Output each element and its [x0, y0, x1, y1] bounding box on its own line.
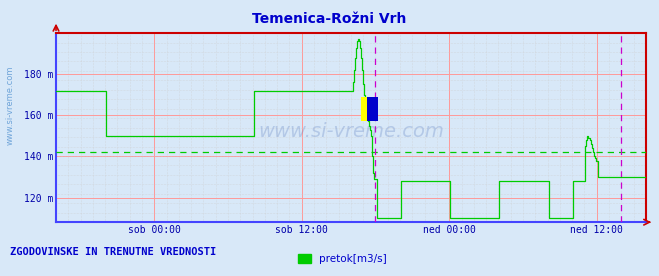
- Text: www.si-vreme.com: www.si-vreme.com: [5, 65, 14, 145]
- Bar: [361, 97, 376, 121]
- Bar: [367, 97, 378, 121]
- Text: ZGODOVINSKE IN TRENUTNE VREDNOSTI: ZGODOVINSKE IN TRENUTNE VREDNOSTI: [10, 247, 216, 257]
- Text: Temenica-Rožni Vrh: Temenica-Rožni Vrh: [252, 12, 407, 26]
- Text: www.si-vreme.com: www.si-vreme.com: [258, 122, 444, 141]
- Legend: pretok[m3/s]: pretok[m3/s]: [294, 250, 391, 268]
